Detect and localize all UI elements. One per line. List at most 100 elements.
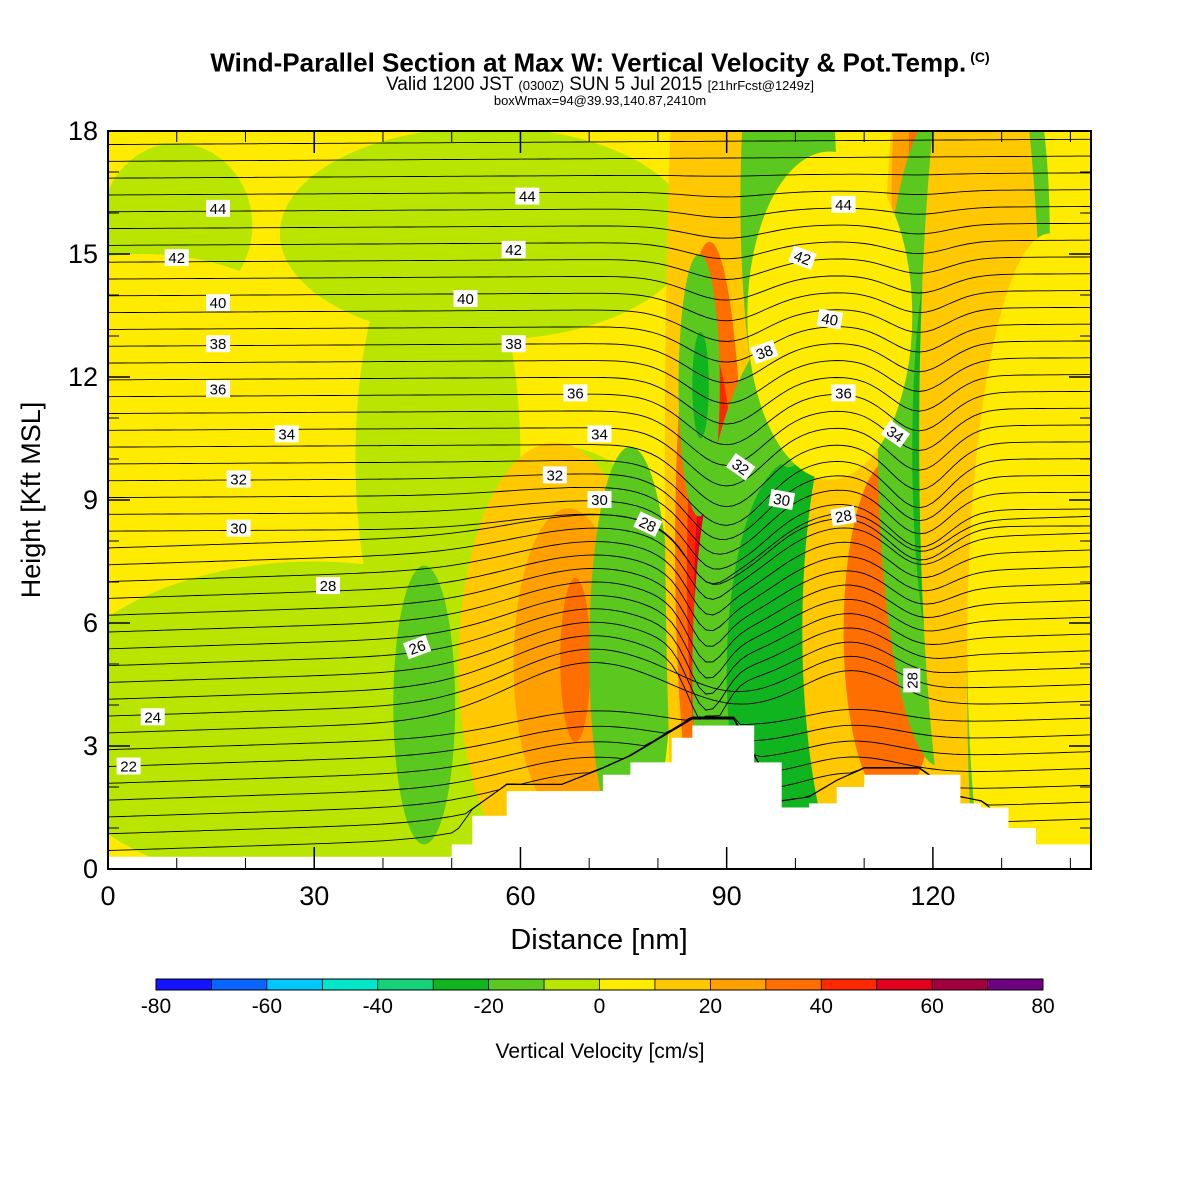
colorbar-swatch-7 xyxy=(544,979,600,990)
colorbar-label: Vertical Velocity [cm/s] xyxy=(496,1040,705,1063)
contour-label-10: 24 xyxy=(140,708,165,726)
theta-contour-line xyxy=(108,239,1091,260)
colorbar-swatch-9 xyxy=(654,979,711,990)
chart-subtitle: Valid 1200 JST (0300Z) SUN 5 Jul 2015 [2… xyxy=(0,73,1200,96)
colorbar-tick-label-7: 60 xyxy=(920,995,943,1018)
terrain-shape xyxy=(108,725,1091,869)
theta-contour-line xyxy=(108,122,1091,127)
y-tick-label-3: 9 xyxy=(83,485,98,515)
theta-contour-line xyxy=(108,189,1091,198)
contour-label-17: 34 xyxy=(587,425,612,443)
contour-label-box xyxy=(206,294,230,312)
colorbar-swatch-2 xyxy=(266,979,323,990)
contour-label-text: 36 xyxy=(210,381,227,398)
contour-label-text: 40 xyxy=(820,310,839,330)
contour-label-24: 38 xyxy=(750,339,779,365)
theta-contour-line xyxy=(108,306,1091,342)
contour-labels: 44 42 40 38 36 34 32 30 28 26 24 22 44 42 40 38 36 34 32 30… xyxy=(116,187,921,776)
theta-contour-line xyxy=(108,473,1091,540)
contour-label-text: 22 xyxy=(120,759,137,776)
contour-label-box xyxy=(587,491,612,508)
theta-contour-line xyxy=(108,581,1091,663)
colorbar-tick-label-3: -20 xyxy=(473,995,503,1018)
contour-label-box xyxy=(903,668,921,693)
forecast-info: [21hrFcst@1249z] xyxy=(707,77,814,93)
contour-label-text: 42 xyxy=(168,250,185,267)
contour-label-box xyxy=(880,420,911,448)
colorbar-tick-label-1: -60 xyxy=(252,995,282,1018)
contour-label-box xyxy=(831,195,856,213)
colorbar-swatch-15 xyxy=(987,979,1044,990)
theta-contour-line xyxy=(108,256,1091,280)
contour-label-box xyxy=(453,290,478,308)
y-tick-label-1: 3 xyxy=(83,731,98,761)
terrain xyxy=(108,725,1091,869)
box-info: boxWmax=94@39.93,140.87,2410m xyxy=(493,92,707,108)
contour-label-25: 36 xyxy=(831,384,856,402)
contour-label-8: 28 xyxy=(316,577,340,595)
colorbar-tick-label-4: 0 xyxy=(594,995,606,1018)
theta-contour-line xyxy=(108,206,1091,218)
colorbar-tick-label-8: 80 xyxy=(1031,995,1054,1018)
contour-label-20: 28 xyxy=(633,511,663,537)
contour-label-box xyxy=(206,380,230,398)
colorbar-swatch-10 xyxy=(710,979,767,990)
contour-label-text: 32 xyxy=(230,472,247,489)
theta-contour-line xyxy=(108,138,1091,145)
colorbar-swatch-13 xyxy=(876,979,933,990)
contour-label-19: 30 xyxy=(587,491,612,509)
colorbar-swatch-0 xyxy=(156,979,212,990)
theta-contour-line xyxy=(108,273,1091,301)
contour-label-text: 26 xyxy=(407,637,428,659)
contour-label-16: 36 xyxy=(563,384,588,402)
theta-contour-line xyxy=(108,594,1091,679)
contour-label-30: 28 xyxy=(903,668,921,693)
theta-contour-line xyxy=(108,541,1091,616)
x-tick-label-3: 90 xyxy=(712,881,742,911)
theta-contour-line xyxy=(108,716,1091,767)
contour-label-text: 38 xyxy=(754,342,775,364)
contour-label-23: 40 xyxy=(816,308,844,330)
contour-label-7: 30 xyxy=(226,519,251,538)
contour-label-text: 44 xyxy=(210,201,227,218)
velocity-cell-9 xyxy=(589,446,672,857)
contour-label-18: 32 xyxy=(542,466,567,484)
theta-contour-line xyxy=(108,717,1091,784)
contour-label-text: 38 xyxy=(505,336,522,353)
x-axis-label: Distance [nm] xyxy=(510,924,687,956)
contour-label-22: 42 xyxy=(788,245,817,270)
contour-label-text: 34 xyxy=(278,426,295,443)
contour-label-box xyxy=(633,511,663,537)
contour-label-text: 44 xyxy=(835,197,852,214)
contour-label-box xyxy=(816,308,844,330)
velocity-cell-34 xyxy=(967,233,1091,869)
theta-contour-line xyxy=(108,708,1091,751)
velocity-cell-17 xyxy=(692,331,709,439)
contour-label-14: 40 xyxy=(453,290,478,308)
contour-label-text: 40 xyxy=(210,295,227,312)
contour-label-text: 24 xyxy=(144,709,161,726)
y-axis-label: Height [Kft MSL] xyxy=(16,402,46,599)
theta-contour-line xyxy=(108,323,1091,363)
contour-label-4: 36 xyxy=(206,380,230,398)
copyright-mark: (C) xyxy=(970,49,990,65)
y-tick-label-6: 18 xyxy=(68,116,98,146)
theta-contour-line xyxy=(108,407,1091,466)
theta-contour-line xyxy=(108,172,1091,179)
contour-label-text: 30 xyxy=(772,491,791,511)
contour-label-box xyxy=(587,425,612,443)
contour-label-text: 32 xyxy=(728,456,751,479)
contour-label-text: 42 xyxy=(505,242,522,259)
theta-contour-line xyxy=(108,621,1091,711)
chart-title: Wind-Parallel Section at Max W: Vertical… xyxy=(0,42,1200,78)
colorbar-swatch-11 xyxy=(765,979,822,990)
theta-contour-line xyxy=(108,222,1091,239)
contour-label-box xyxy=(788,245,817,270)
colorbar-swatch-5 xyxy=(433,979,490,990)
contour-label-12: 44 xyxy=(515,187,540,206)
contour-label-text: 28 xyxy=(834,507,853,527)
colorbar-swatch-1 xyxy=(211,979,268,990)
colorbar-swatch-6 xyxy=(488,979,545,990)
valid-time: Valid 1200 JST xyxy=(386,73,514,95)
